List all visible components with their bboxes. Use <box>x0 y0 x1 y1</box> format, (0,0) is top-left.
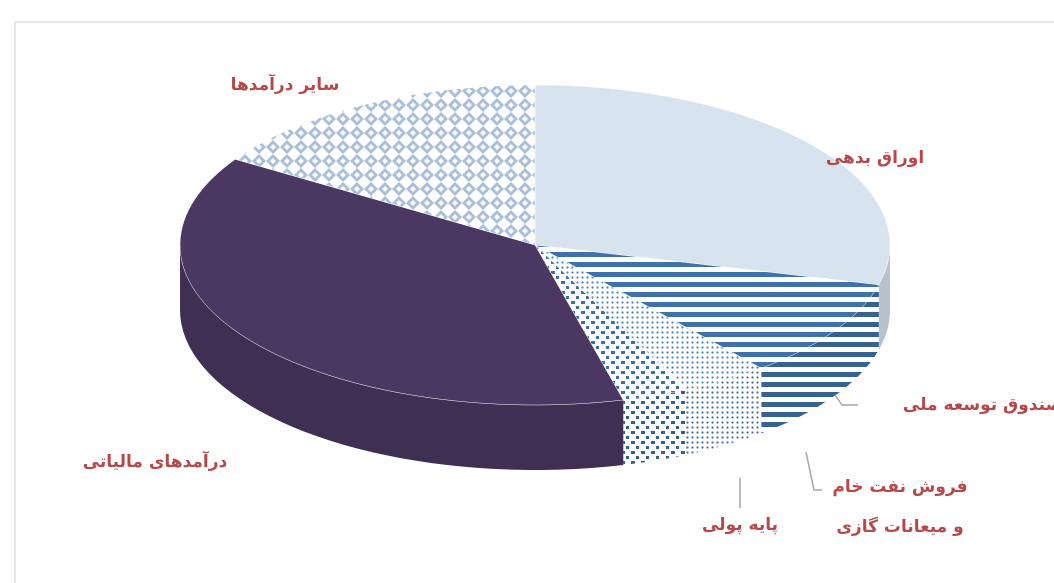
slice <box>534 84 891 286</box>
pie <box>179 84 891 470</box>
slice-label: سایر درآمدها <box>230 75 340 95</box>
slice-label: صندوق توسعه ملی <box>902 395 1054 415</box>
slice-side <box>878 245 890 350</box>
slice <box>234 84 536 246</box>
slice-label: پایه پولی <box>701 515 778 535</box>
slice <box>179 158 624 406</box>
slice-side <box>623 389 687 465</box>
slice <box>534 244 880 369</box>
leader-line <box>834 394 858 406</box>
slice-label: اوراق بدهی <box>825 148 925 168</box>
slice-side <box>761 284 879 434</box>
slice <box>534 244 762 391</box>
slice <box>534 244 687 401</box>
slice-side <box>686 368 762 455</box>
slice-label: درآمدهای مالیاتی <box>82 452 228 472</box>
leader-line <box>805 451 822 491</box>
slice-label: فروش نفت خام و میعانات گازی <box>832 477 968 537</box>
slice-side <box>180 245 624 470</box>
